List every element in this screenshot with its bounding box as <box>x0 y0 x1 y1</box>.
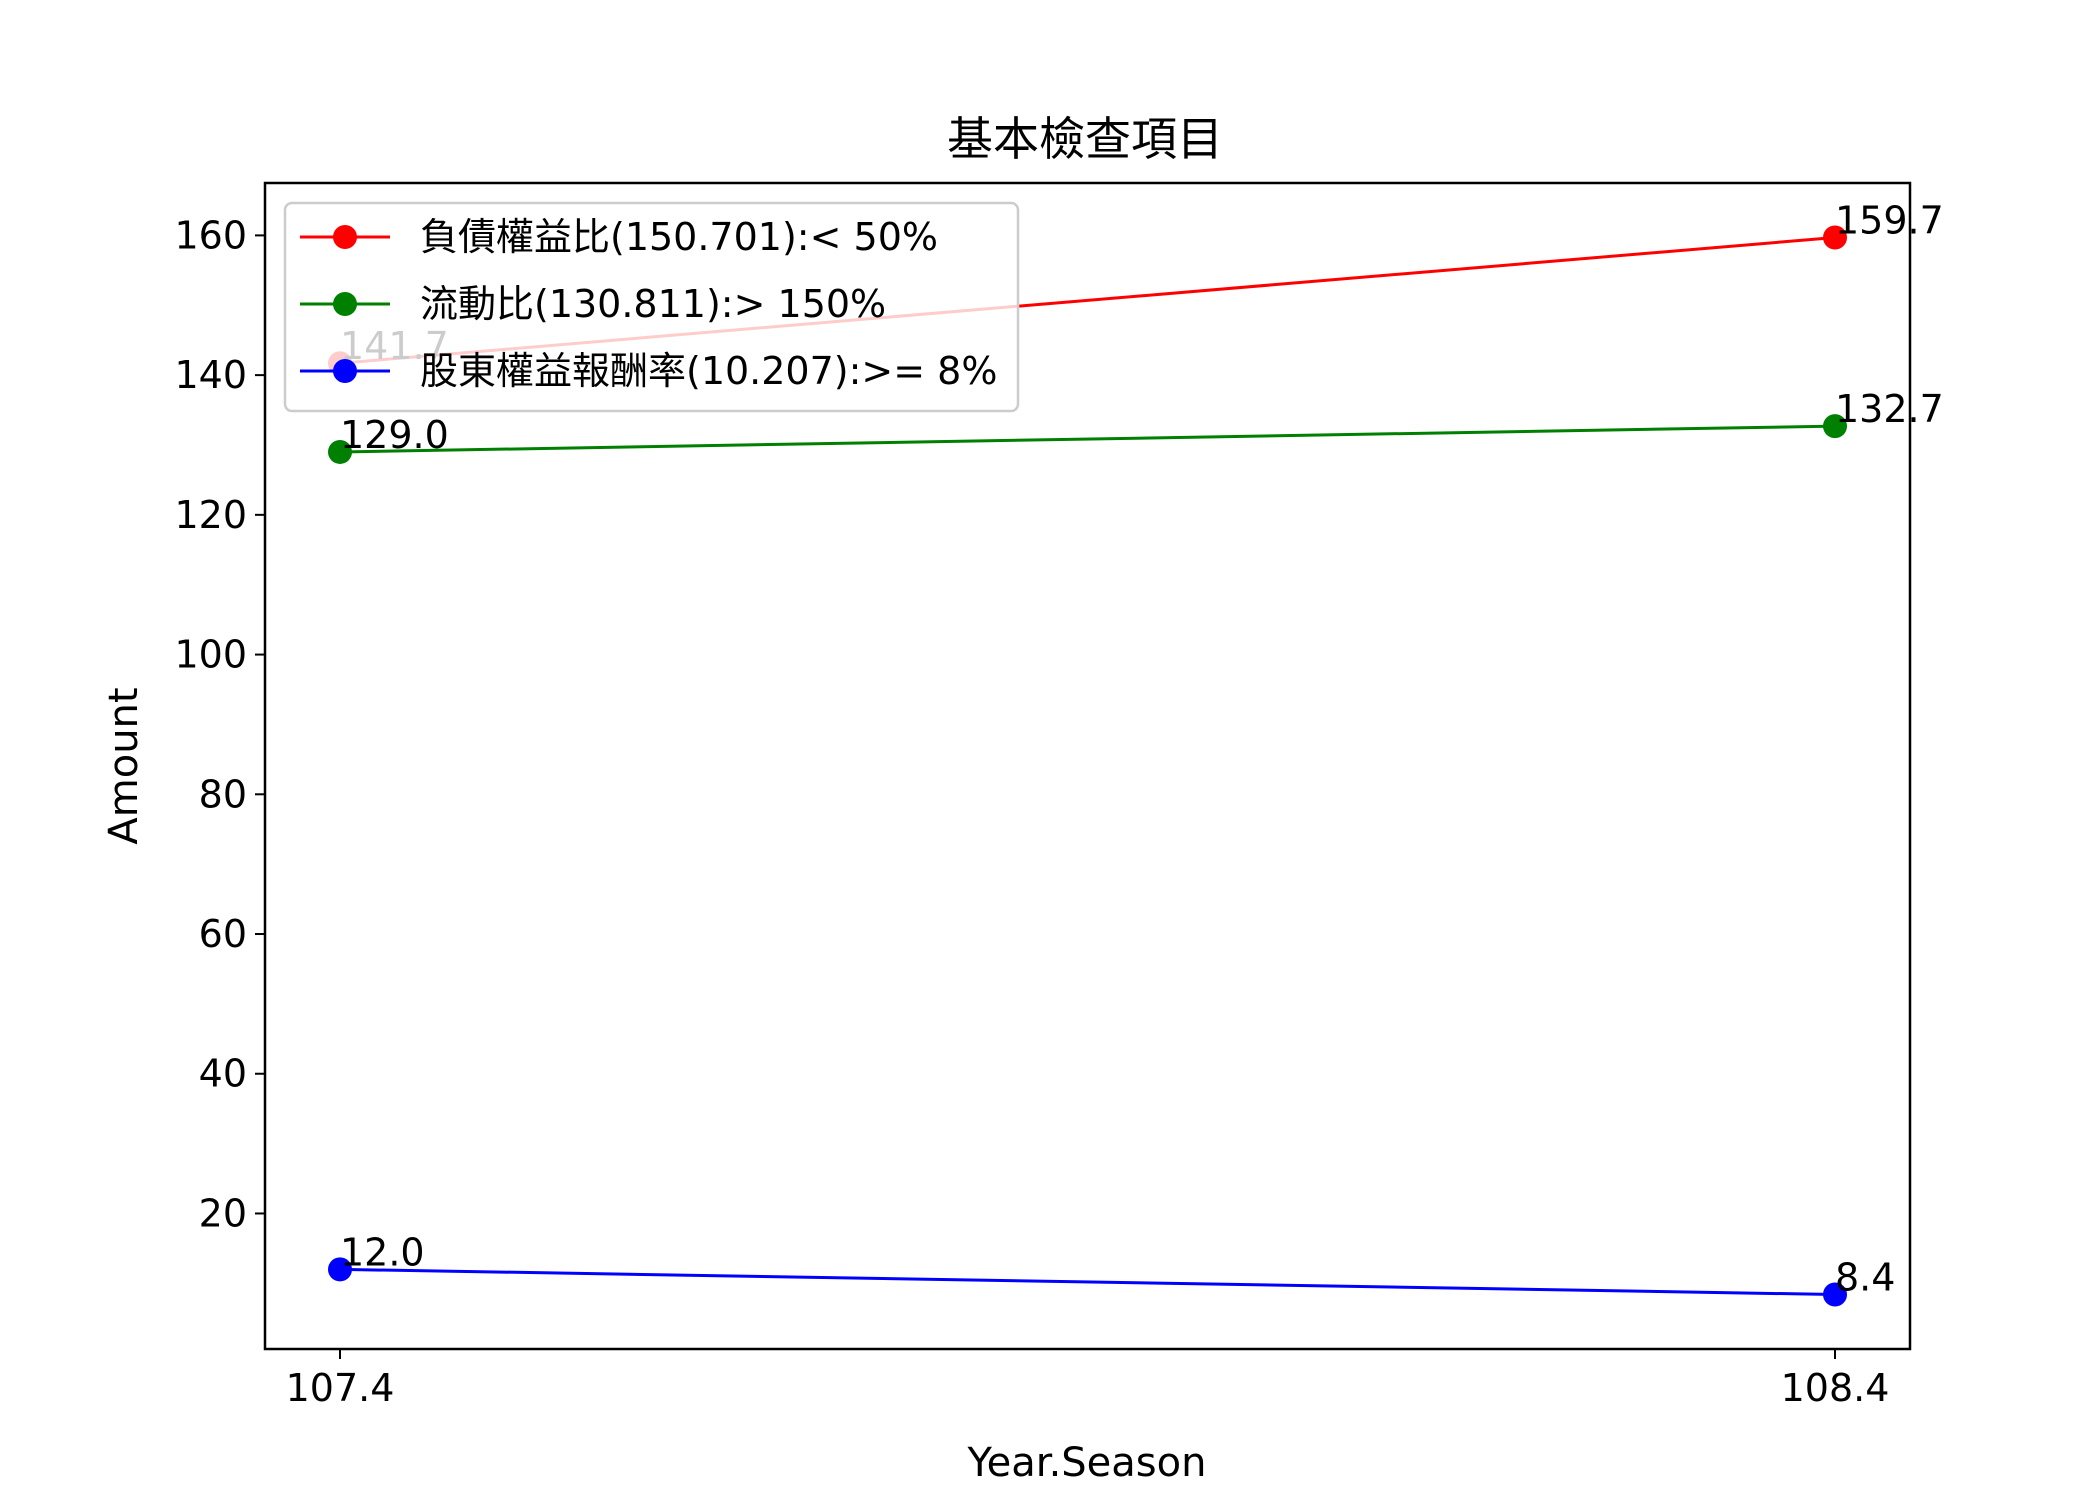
legend-swatch-marker <box>333 292 357 316</box>
data-point <box>1823 414 1847 439</box>
data-label: 159.7 <box>1835 198 1944 242</box>
y-tick-label: 80 <box>199 772 247 816</box>
series-line-2 <box>339 1267 1836 1297</box>
y-axis-label: Amount <box>101 687 147 844</box>
y-tick-label: 160 <box>174 213 247 257</box>
x-axis-label: Year.Season <box>967 1440 1207 1486</box>
legend-items: 負債權益比(150.701):< 50% 流動比(130.811):> 150% 股… <box>300 215 997 393</box>
data-label: 129.0 <box>340 413 449 457</box>
plot-frame <box>263 181 1912 1351</box>
legend-label: 流動比(130.811):> 150% <box>420 282 886 326</box>
legend-swatch-marker <box>333 359 357 383</box>
y-tick-label: 60 <box>199 912 247 956</box>
y-tick-label: 140 <box>174 353 247 397</box>
data-point <box>1823 1282 1847 1307</box>
data-label: 12.0 <box>340 1230 425 1274</box>
chart-title: 基本檢查項目 <box>947 112 1223 166</box>
series-line-1 <box>339 424 1836 454</box>
legend: 負債權益比(150.701):< 50% 流動比(130.811):> 150% 股… <box>283 201 1020 413</box>
y-tick-label: 20 <box>199 1191 247 1235</box>
data-label: 132.7 <box>1835 387 1944 431</box>
y-tick-label: 40 <box>199 1052 247 1096</box>
x-tick-label: 107.4 <box>286 1366 395 1410</box>
legend-label: 負債權益比(150.701):< 50% <box>420 215 938 259</box>
y-tick-label: 100 <box>174 633 247 677</box>
data-label: 8.4 <box>1835 1256 1895 1300</box>
data-point <box>328 1257 352 1282</box>
data-point <box>328 439 352 464</box>
y-axis: 20 40 60 80 100 120 140 160 <box>174 213 265 1235</box>
legend-label: 股東權益報酬率(10.207):>= 8% <box>420 349 997 393</box>
x-axis: 107.4 108.4 <box>286 1349 1890 1410</box>
legend-box <box>283 201 1020 413</box>
legend-swatch-marker <box>333 225 357 249</box>
series-layer <box>328 225 1847 1307</box>
x-tick-label: 108.4 <box>1781 1366 1890 1410</box>
y-tick-label: 120 <box>174 493 247 537</box>
data-point <box>1823 225 1847 250</box>
